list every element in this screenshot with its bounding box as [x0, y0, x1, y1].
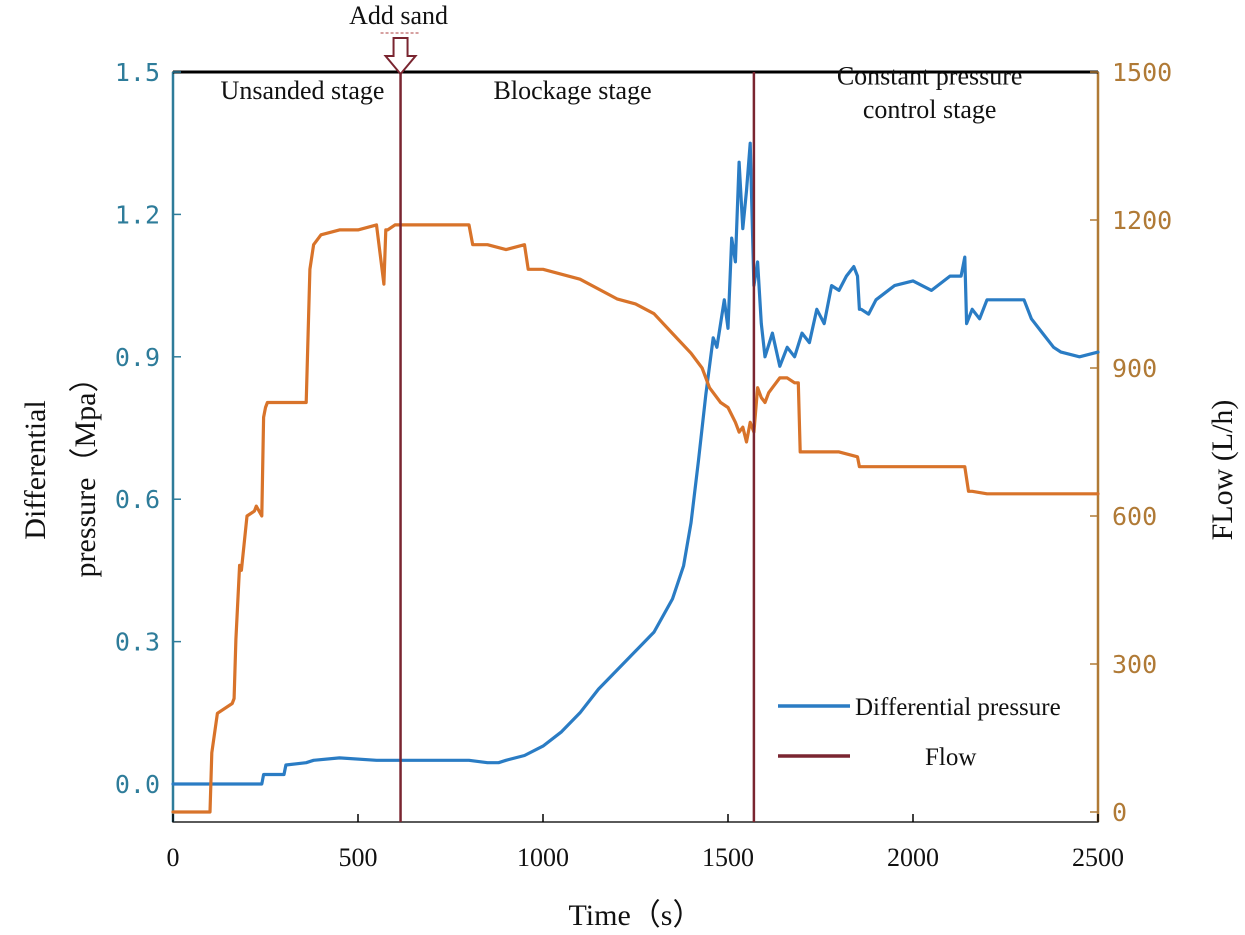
legend-label: Flow [925, 744, 976, 771]
x-tick-label: 1500 [702, 843, 754, 872]
y-right-tick-label: 900 [1112, 354, 1157, 383]
y-left-tick-label: 0.6 [115, 485, 160, 514]
series-layer [171, 141, 1100, 814]
y-left-tick-label: 1.5 [115, 58, 160, 87]
x-axis-title: Time（s） [569, 899, 703, 932]
x-tick-label: 2500 [1072, 843, 1124, 872]
legend-label: Differential pressure [855, 694, 1061, 721]
x-tick-label: 500 [339, 843, 378, 872]
add-sand-arrow-icon [383, 37, 418, 76]
x-tick-label: 2000 [887, 843, 939, 872]
annotation-layer: Add sand Unsanded stage Blockage stage Cons… [221, 1, 1023, 822]
y-right-tick-label: 1200 [1112, 206, 1172, 235]
x-tick-label: 1000 [517, 843, 569, 872]
y-right-tick-label: 600 [1112, 502, 1157, 531]
legend: Differential pressure Flow [778, 694, 1061, 771]
stage-label: Constant pressure [837, 62, 1023, 91]
axis-layer: 0 500 1000 1500 2000 2500 0.0 0.3 0.6 0.9 1.2 1.5 0 3… [19, 58, 1239, 932]
y-left-title-line2: pressure（Mpa） [69, 363, 102, 578]
stage-label: control stage [863, 95, 997, 124]
y-right-tick-label: 0 [1112, 798, 1127, 827]
y-right-title: FLow (L/h) [1206, 400, 1239, 541]
y-left-tick-label: 0.3 [115, 628, 160, 657]
y-right-tick-label: 1500 [1112, 58, 1172, 87]
y-left-tick-label: 1.2 [115, 200, 160, 229]
x-tick-label: 0 [167, 843, 180, 872]
add-sand-label: Add sand [349, 1, 448, 30]
stage-label: Blockage stage [494, 76, 652, 105]
y-left-tick-label: 0.9 [115, 343, 160, 372]
stage-label: Unsanded stage [221, 76, 385, 105]
flow-line [171, 223, 1100, 814]
y-left-tick-label: 0.0 [115, 770, 160, 799]
y-left-title-line1: Differential [19, 400, 52, 539]
differential-pressure-line [171, 141, 1100, 786]
y-right-tick-label: 300 [1112, 650, 1157, 679]
